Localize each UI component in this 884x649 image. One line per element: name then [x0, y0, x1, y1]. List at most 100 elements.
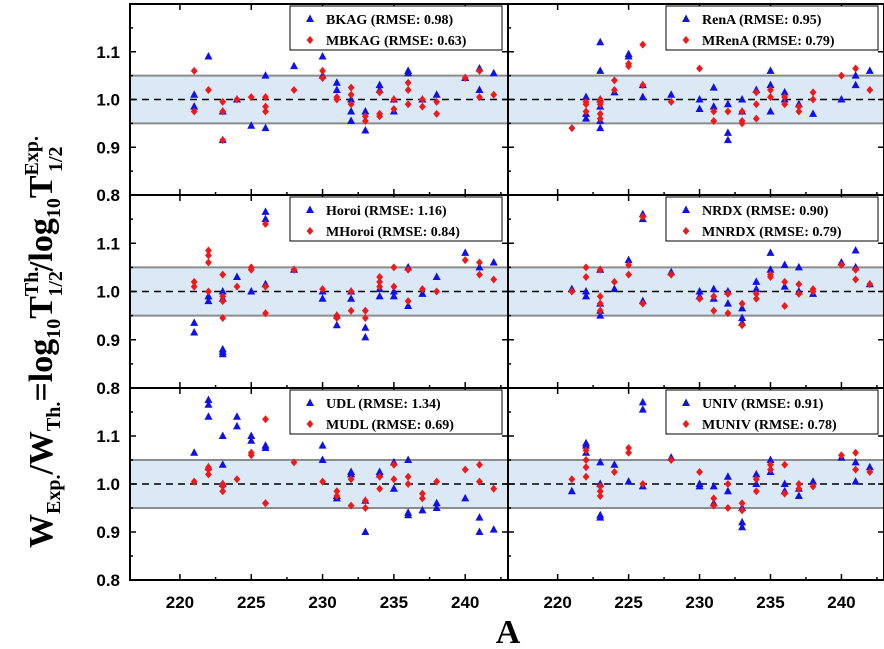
panel-udl: UDL (RMSE: 1.34) MUDL (RMSE: 0.69) — [129, 387, 509, 581]
point-mbkag — [433, 97, 441, 106]
point-mudl — [333, 487, 341, 496]
point-horoi — [332, 320, 341, 329]
point-univ — [709, 481, 718, 490]
point-mudl — [233, 475, 241, 484]
point-mudl — [461, 465, 469, 474]
point-nrdx — [723, 299, 732, 307]
point-muniv — [625, 444, 633, 452]
y-tick-label: 1.0 — [96, 475, 120, 494]
point-mhoroi — [205, 251, 212, 260]
x-tick-label: 235 — [756, 593, 784, 612]
y-label-w: W — [23, 514, 60, 548]
legend-triangle-icon — [306, 398, 314, 406]
point-bkag — [318, 52, 327, 60]
point-rena — [596, 66, 605, 74]
point-rena — [582, 92, 591, 101]
point-mbkag — [190, 107, 198, 116]
point-mhoroi — [219, 292, 227, 301]
panels-layer: BKAG (RMSE: 0.98) MBKAG (RMSE: 0.63) RenA … — [129, 3, 884, 581]
point-mbkag — [490, 90, 498, 99]
point-muniv — [767, 465, 774, 474]
point-mnrdx — [781, 277, 789, 286]
point-mnrdx — [582, 273, 590, 282]
point-bkag — [190, 102, 199, 110]
point-rena — [766, 106, 775, 115]
point-muniv — [752, 487, 760, 496]
point-mbkag — [347, 100, 355, 109]
point-bkag — [375, 80, 384, 89]
point-mrena — [582, 107, 590, 116]
point-muniv — [781, 489, 789, 498]
point-mbkag — [476, 93, 483, 102]
legend-label: UNIV (RMSE: 0.91) — [702, 397, 824, 412]
point-muniv — [838, 451, 845, 460]
y-label-exp-sup: Exp. — [21, 136, 43, 175]
legend-horoi: Horoi (RMSE: 1.16) MHoroi (RMSE: 0.84) — [289, 196, 503, 242]
y-label-t-2: T — [23, 175, 60, 198]
point-nrdx — [766, 248, 775, 256]
point-mbkag — [333, 95, 341, 104]
point-mbkag — [205, 85, 212, 94]
point-muniv — [625, 448, 633, 457]
point-mudl — [219, 487, 227, 496]
point-nrdx — [766, 265, 775, 273]
point-muniv — [596, 492, 604, 500]
point-mudl — [333, 492, 341, 500]
point-mudl — [205, 465, 212, 474]
panel-frame — [507, 387, 884, 581]
point-mhoroi — [219, 297, 227, 306]
point-bkag — [204, 52, 213, 60]
tolerance-band — [130, 267, 508, 316]
panel-nrdx: NRDX (RMSE: 0.90) MNRDX (RMSE: 0.79) — [507, 194, 884, 389]
y-tick-label: 1.1 — [96, 234, 120, 253]
point-horoi — [404, 301, 413, 309]
point-muniv — [795, 484, 803, 493]
point-bkag — [347, 116, 356, 124]
y-tick-label: 1.0 — [96, 91, 120, 110]
point-mhoroi — [262, 219, 269, 228]
point-mhoroi — [347, 306, 355, 315]
point-muniv — [852, 448, 860, 457]
point-mrena — [611, 85, 618, 94]
point-nrdx — [738, 313, 747, 322]
points-nrdx — [567, 209, 874, 330]
y-tick-label: 0.8 — [96, 571, 120, 590]
point-nrdx — [695, 287, 704, 295]
point-mnrdx — [710, 292, 718, 301]
point-mnrdx — [752, 294, 760, 303]
point-mrena — [738, 107, 746, 116]
point-nrdx — [780, 260, 789, 268]
legend-triangle-icon — [306, 205, 314, 213]
point-mnrdx — [596, 299, 604, 308]
point-nrdx — [709, 284, 718, 293]
point-univ — [780, 479, 789, 487]
point-horoi — [318, 294, 327, 302]
point-mudl — [205, 470, 212, 479]
point-univ — [596, 457, 605, 466]
point-mbkag — [290, 85, 298, 94]
point-mnrdx — [596, 292, 604, 301]
point-muniv — [781, 460, 789, 469]
point-rena — [738, 95, 747, 103]
point-mudl — [361, 496, 369, 505]
point-horoi — [361, 332, 370, 341]
point-bkag — [432, 90, 441, 98]
point-mrena — [838, 71, 845, 80]
point-mrena — [852, 64, 860, 73]
y-tick-label: 0.8 — [96, 379, 120, 398]
point-bkag — [404, 66, 413, 74]
point-mnrdx — [795, 289, 803, 298]
point-udl — [418, 505, 427, 514]
panel-bkag: BKAG (RMSE: 0.98) MBKAG (RMSE: 0.63) — [129, 3, 509, 196]
point-mhoroi — [404, 265, 412, 274]
point-mhoroi — [347, 287, 355, 296]
point-udl — [218, 431, 227, 439]
legend-label: UDL (RMSE: 1.34) — [326, 397, 441, 412]
point-mudl — [190, 477, 198, 486]
point-mnrdx — [611, 277, 618, 286]
point-udl — [475, 527, 484, 535]
point-mudl — [404, 472, 412, 481]
points-rena — [568, 37, 874, 144]
point-mbkag — [262, 93, 269, 102]
point-univ — [624, 477, 633, 485]
